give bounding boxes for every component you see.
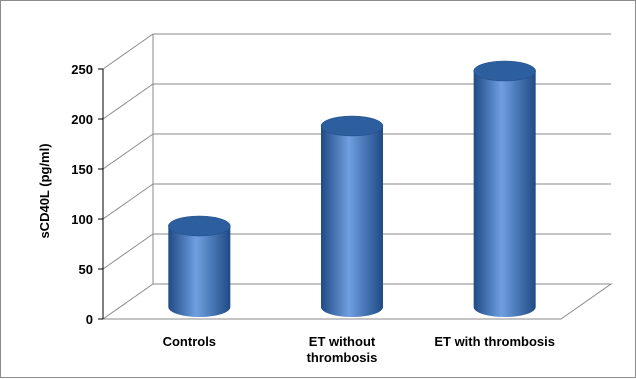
gridline-side-250	[102, 33, 154, 70]
label-layer: 0 50 100 150 200 250 Controls ET without thrombo…	[71, 62, 555, 365]
gridline-side-150	[102, 133, 154, 170]
bar-layer	[168, 60, 536, 317]
y-tick-label-100: 100	[71, 212, 93, 227]
y-tick-label-200: 200	[71, 112, 93, 127]
x-category-label-3: ET with thrombosis	[434, 334, 555, 349]
bar-et-with-thrombosis	[473, 60, 536, 317]
x-category-label-line: ET without	[309, 334, 376, 349]
bar-et-without-thrombosis	[320, 115, 384, 317]
bar-top	[168, 215, 231, 237]
y-tick-label-50: 50	[79, 262, 93, 277]
x-category-label-1: Controls	[163, 334, 216, 349]
bar-body	[473, 71, 536, 317]
y-tick-label-150: 150	[71, 162, 93, 177]
gridline-side-50	[102, 233, 154, 270]
bar-body	[321, 126, 383, 317]
axis-layer	[98, 68, 104, 320]
gridline-side-200	[102, 83, 154, 120]
bar-controls	[168, 215, 231, 317]
x-category-label-line: ET with thrombosis	[434, 334, 555, 349]
bar-top	[320, 115, 384, 137]
y-axis-title: sCD40L (pg/ml)	[37, 143, 52, 238]
y-tick-label-250: 250	[71, 62, 93, 77]
bar-top	[473, 60, 536, 82]
y-tick-label-0: 0	[86, 312, 93, 327]
x-category-label-2: ET without thrombosis	[307, 334, 378, 365]
gridline-side-100	[102, 183, 154, 220]
chart-floor	[101, 283, 613, 320]
bar-body	[168, 226, 231, 317]
x-category-label-line: Controls	[163, 334, 216, 349]
x-category-label-line: thrombosis	[307, 350, 378, 365]
